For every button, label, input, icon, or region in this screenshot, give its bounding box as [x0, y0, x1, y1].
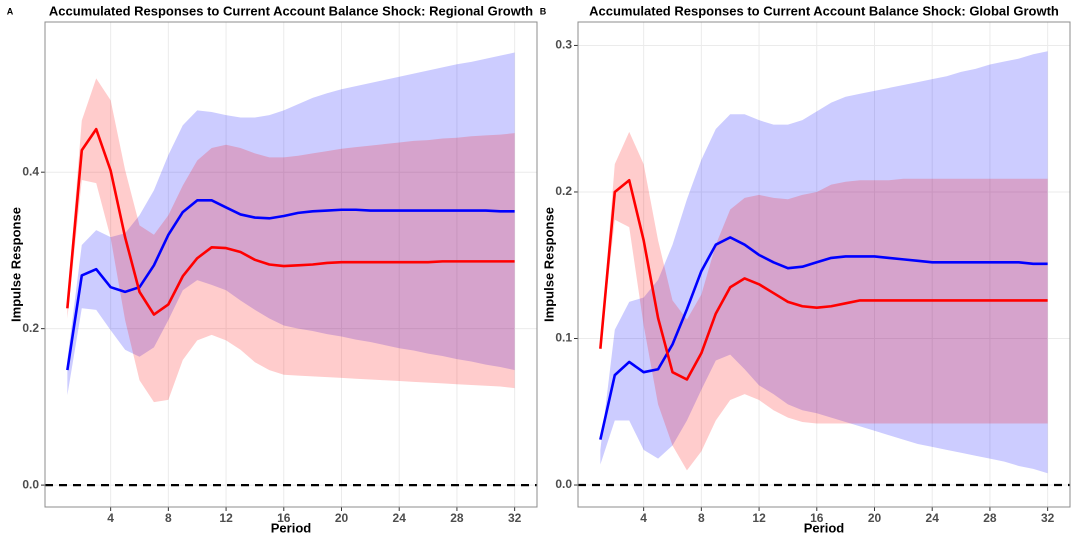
confidence-band [600, 131, 1048, 471]
x-tick-label: 32 [508, 511, 522, 525]
panel-label: B [540, 6, 547, 16]
x-tick-label: 4 [640, 511, 647, 525]
x-tick-label: 20 [868, 511, 882, 525]
y-tick-label: 0.3 [555, 38, 572, 52]
line [66, 199, 515, 371]
y-axis-title: Impulse Response [8, 207, 23, 322]
confidence-band [600, 51, 1048, 474]
x-tick-label: 12 [752, 511, 766, 525]
line [599, 178, 1048, 381]
y-tick-label: 0.2 [22, 321, 39, 335]
panel-label: A [7, 6, 14, 16]
y-axis-title: Impulse Response [541, 207, 556, 322]
y-tick-label: 0.2 [555, 184, 572, 198]
x-tick-label: 20 [335, 511, 349, 525]
x-tick-label: 24 [393, 511, 407, 525]
x-tick-label: 28 [450, 511, 464, 525]
x-tick-label: 16 [277, 511, 291, 525]
plot-border [577, 21, 1071, 508]
y-tick-label: 0.4 [22, 164, 39, 178]
x-tick-label: 12 [219, 511, 233, 525]
y-tick-label: 0.0 [555, 477, 572, 491]
x-tick-label: 32 [1041, 511, 1055, 525]
confidence-band [67, 52, 515, 396]
x-tick-label: 24 [926, 511, 940, 525]
y-tick-label: 0.1 [555, 331, 572, 345]
x-tick-label: 8 [698, 511, 705, 525]
x-axis-title: Period [804, 520, 845, 535]
line [66, 127, 515, 316]
x-tick-label: 16 [810, 511, 824, 525]
plot-border [44, 21, 538, 508]
y-tick-label: 0.0 [22, 477, 39, 491]
plot-background [578, 22, 1070, 507]
chart-title: Accumulated Responses to Current Account… [589, 3, 1059, 18]
line [599, 236, 1048, 440]
x-tick-label: 4 [107, 511, 114, 525]
confidence-band [67, 78, 515, 403]
x-tick-label: 8 [165, 511, 172, 525]
chart-title: Accumulated Responses to Current Account… [49, 3, 533, 18]
x-axis-title: Period [271, 520, 312, 535]
x-tick-label: 28 [983, 511, 997, 525]
